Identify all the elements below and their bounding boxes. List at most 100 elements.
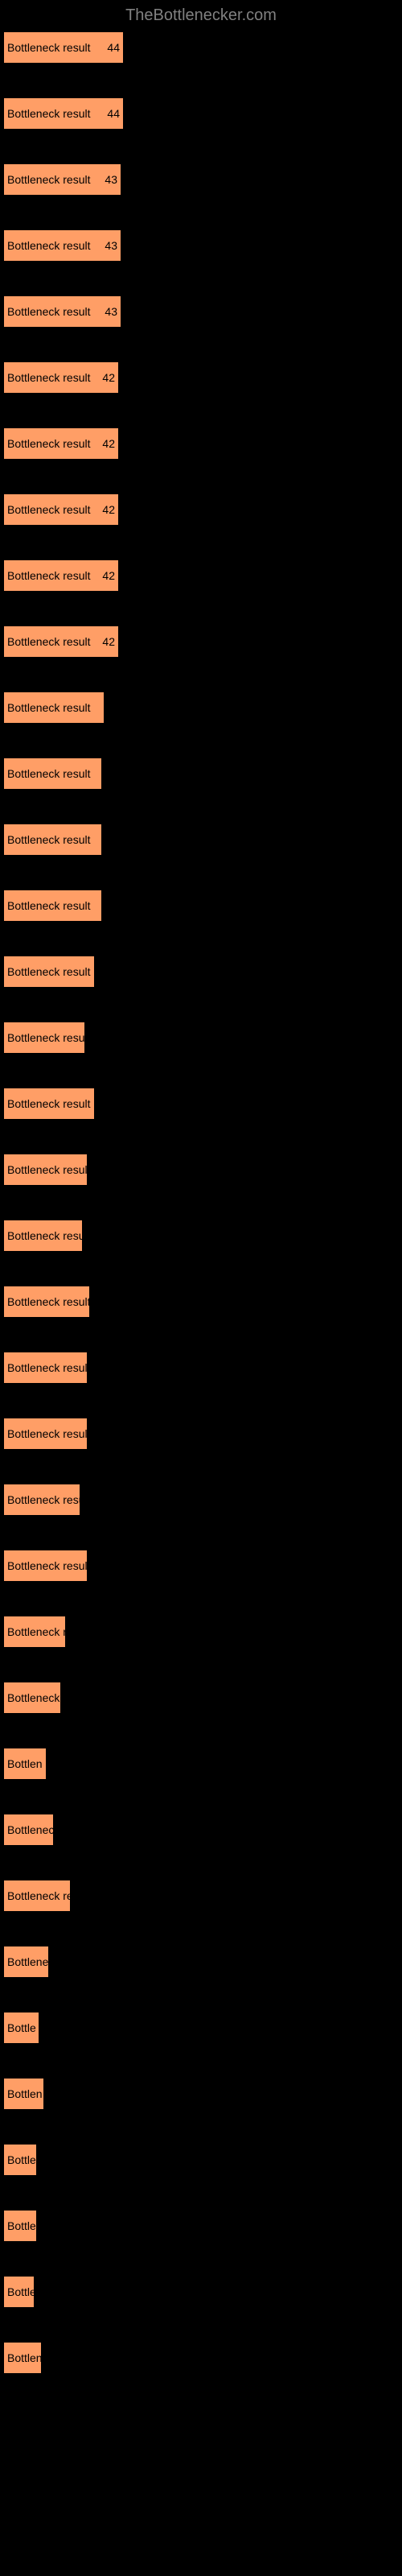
bar-label: Bottleneck result [7,107,91,120]
bar: Bottle [3,2276,35,2308]
bar-row: Bottleneck result42 [3,559,399,592]
bar-row: Bottleneck result [3,1418,399,1450]
bar-label: Bottleneck result [7,1427,88,1440]
bar: Bottleneck result 44 [3,97,124,130]
bar: Bottleneck result42 [3,559,119,592]
bar: Bottleneck result 43 [3,295,121,328]
bar-label: Bottle [7,2021,36,2034]
bar-label: Bottleneck result [7,305,91,318]
bar-value: 44 [107,107,120,120]
bar-label: Bottleneck [7,1691,59,1704]
bar-row: Bottleneck re [3,1880,399,1912]
bar-row: Bottlen [3,2078,399,2110]
bar: Bottleneck [3,1682,61,1714]
bar-row: Bottleneck result [3,1352,399,1384]
bar: Bottleneck result [3,1286,90,1318]
bar-row: Bottleneck result [3,1088,399,1120]
bar-value: 42 [102,635,115,648]
bar-row: Bottleneck result [3,1286,399,1318]
bar: Bottleneck result [3,758,102,790]
bar-chart: Bottleneck result 44 Bottleneck result 44 Bo… [0,31,402,2374]
bar-label: Bottleneck re [7,1889,71,1902]
bar-row: Bottle [3,2144,399,2176]
bar: Bottlen [3,2078,44,2110]
bar: Bottleneck result [3,1022,85,1054]
bar-label: Bottleneck result [7,1295,90,1308]
bar-label: Bottleneck result [7,371,91,384]
bar-row: Bottleneck result 43 [3,295,399,328]
bar-label: Bottle [7,2219,36,2232]
bar-row: Bottle [3,2210,399,2242]
bar: Bottleneck result 42 [3,625,119,658]
bar-value: 42 [102,569,115,582]
bar-label: Bottleneck result [7,239,91,252]
bar: Bottleneck result [3,1088,95,1120]
bar-label: Bottleneck result [7,1163,88,1176]
bar-row: Bottleneck [3,1682,399,1714]
bar-row: Bottleneck result 44 [3,97,399,130]
bar-label: Bottlen [7,1757,43,1770]
bar: Bottle [3,2012,39,2044]
bar-row: Bottleneck result [3,1022,399,1054]
bar: Bottleneck resul [3,1220,83,1252]
bar-value: 42 [102,371,115,384]
bar-row: Bottlene [3,1946,399,1978]
bar-row: Bottlen [3,1748,399,1780]
bar: Bottleneck result [3,824,102,856]
bar-value: 43 [105,305,117,318]
bar-row: Bottleneck result [3,956,399,988]
bar-label: Bottleneck result [7,1097,91,1110]
bar: Bottleneck [3,1814,54,1846]
bar-row: Bottlen [3,2342,399,2374]
bar-label: Bottleneck result [7,1559,88,1572]
bar: Bottleneck result [3,1154,88,1186]
bar: Bottleneck result [3,1418,88,1450]
bar: Bottlen [3,2342,42,2374]
bar-row: Bottleneck result [3,691,399,724]
bar-label: Bottle [7,2153,36,2166]
bar-row: Bottleneck result42 [3,427,399,460]
bar-value: 43 [105,239,117,252]
bar: Bottlene [3,1946,49,1978]
bar: Bottleneck result [3,890,102,922]
bar: Bottleneck result44 [3,31,124,64]
bar-row: Bottleneck result44 [3,31,399,64]
bar-row: Bottleneck result 43 [3,229,399,262]
bar-value: 44 [107,41,120,54]
bar-label: Bottleneck result [7,1031,85,1044]
bar-label: Bottleneck result [7,899,91,912]
bar-row: Bottleneck result42 [3,493,399,526]
bar-label: Bottleneck result [7,833,91,846]
bar-row: Bottleneck result [3,890,399,922]
bar: Bottleneck result 43 [3,229,121,262]
bar-label: Bottleneck [7,1823,54,1836]
bar: Bottleneck result42 [3,427,119,460]
bar-label: Bottle [7,2285,35,2298]
bar: Bottle [3,2210,37,2242]
bar-row: Bottleneck result [3,824,399,856]
bar-label: Bottleneck result [7,1361,88,1374]
bar-label: Bottleneck result [7,437,91,450]
bar-row: Bottleneck result 42 [3,625,399,658]
bar: Bottleneck result43 [3,163,121,196]
bar-value: 43 [105,173,117,186]
bar-label: Bottleneck result [7,635,91,648]
bar: Bottleneck resu [3,1484,80,1516]
bar-label: Bottlen [7,2351,42,2364]
bar-label: Bottleneck resu [7,1493,80,1506]
bar: Bottleneck r [3,1616,66,1648]
bar-label: Bottleneck result [7,767,91,780]
bar-row: Bottleneck result [3,1550,399,1582]
bar-row: Bottleneck [3,1814,399,1846]
bar-label: Bottlen [7,2087,43,2100]
bar-row: Bottleneck resul [3,1220,399,1252]
bar-label: Bottleneck result [7,701,91,714]
bar: Bottleneck re [3,1880,71,1912]
bar-row: Bottleneck result [3,758,399,790]
bar: Bottleneck result [3,1550,88,1582]
bar-value: 42 [102,503,115,516]
bar-label: Bottleneck result [7,965,91,978]
bar-row: Bottleneck result [3,1154,399,1186]
bar-row: Bottleneck result 42 [3,361,399,394]
bar: Bottle [3,2144,37,2176]
